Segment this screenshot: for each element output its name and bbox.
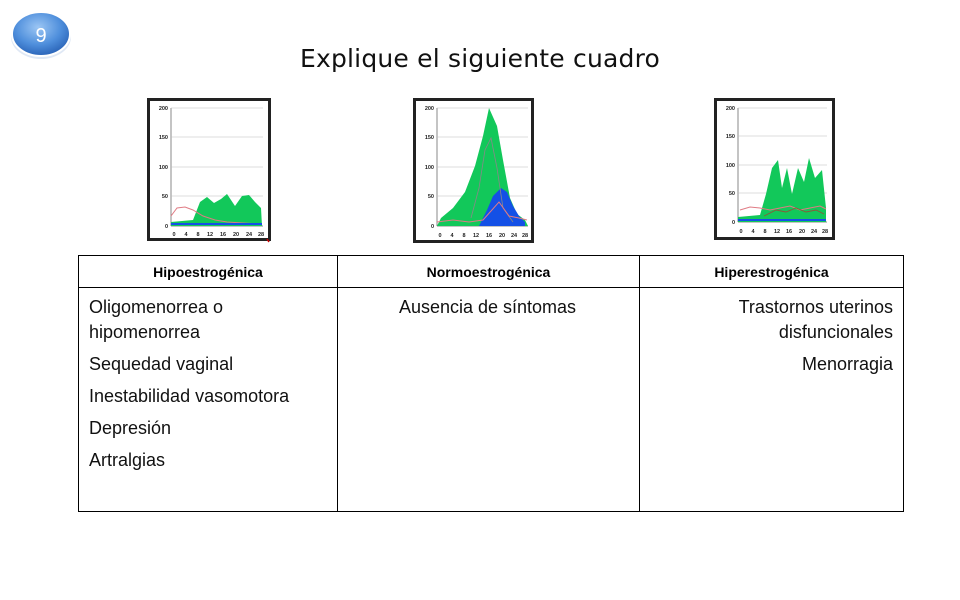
x-tick: 0 <box>172 232 175 238</box>
x-tick: 0 <box>438 233 441 239</box>
table-row: Oligomenorrea o hipomenorrea Sequedad va… <box>78 287 904 512</box>
x-tick: 4 <box>450 233 454 239</box>
y-tick: 50 <box>428 194 434 200</box>
x-tick: 8 <box>462 233 465 239</box>
y-tick: 0 <box>431 224 434 230</box>
x-tick: 12 <box>774 229 780 235</box>
y-tick: 100 <box>425 165 434 171</box>
cell-normoestrogenica: Ausencia de síntomas <box>337 287 640 512</box>
chart-normoestrogenica: 200 150 100 50 0 0 4 8 12 16 20 24 28 <box>413 98 535 246</box>
list-item: Ausencia de síntomas <box>398 297 577 317</box>
x-tick: 12 <box>207 232 213 238</box>
y-tick: 50 <box>729 191 735 197</box>
y-tick: 200 <box>425 106 434 112</box>
page-title: Explique el siguiente cuadro <box>299 44 661 73</box>
cell-hipoestrogenica: Oligomenorrea o hipomenorrea Sequedad va… <box>78 287 338 512</box>
x-tick: 4 <box>184 232 188 238</box>
x-tick: 20 <box>499 233 505 239</box>
list-item: Menorragia <box>801 354 893 374</box>
x-tick: 12 <box>473 233 479 239</box>
table-header-row: Hipoestrogénica Normoestrogénica Hiperes… <box>78 255 904 288</box>
x-tick: 24 <box>246 232 253 238</box>
x-tick: 28 <box>822 229 828 235</box>
x-tick: 8 <box>196 232 199 238</box>
x-tick: 16 <box>786 229 792 235</box>
list-item: Inestabilidad vasomotora <box>89 386 290 406</box>
chart-hipoestrogenica: 200 150 100 50 0 0 4 8 12 16 20 24 28 <box>147 98 273 244</box>
list-item: Depresión <box>89 418 172 438</box>
header-hiperestrogenica: Hiperestrogénica <box>639 255 904 288</box>
header-normoestrogenica: Normoestrogénica <box>337 255 640 288</box>
x-tick: 20 <box>799 229 805 235</box>
slide-number: 9 <box>35 25 46 47</box>
y-tick: 200 <box>726 106 735 112</box>
list-item: Artralgias <box>89 450 166 470</box>
x-tick: 0 <box>739 229 742 235</box>
y-tick: 150 <box>726 134 735 140</box>
list-item: Oligomenorrea o hipomenorrea <box>89 297 224 342</box>
list-item: Trastornos uterinos disfuncionales <box>738 297 893 342</box>
comparison-table: Hipoestrogénica Normoestrogénica Hiperes… <box>78 255 904 512</box>
y-tick: 200 <box>159 106 168 112</box>
cell-hiperestrogenica: Trastornos uterinos disfuncionales Menor… <box>639 287 904 512</box>
x-tick: 16 <box>220 232 226 238</box>
x-tick: 20 <box>233 232 239 238</box>
slide-number-badge: 9 <box>10 8 72 60</box>
x-tick: 28 <box>258 232 264 238</box>
x-tick: 4 <box>751 229 755 235</box>
y-tick: 150 <box>425 135 434 141</box>
y-tick: 0 <box>165 224 168 230</box>
y-tick: 150 <box>159 135 168 141</box>
x-tick: 24 <box>511 233 518 239</box>
y-tick: 100 <box>159 165 168 171</box>
x-tick: 24 <box>811 229 818 235</box>
x-tick: 8 <box>763 229 766 235</box>
header-hipoestrogenica: Hipoestrogénica <box>78 255 338 288</box>
y-tick: 0 <box>732 220 735 226</box>
x-tick: 16 <box>486 233 492 239</box>
y-tick: 100 <box>726 163 735 169</box>
x-tick: 28 <box>522 233 528 239</box>
list-item: Sequedad vaginal <box>89 354 234 374</box>
y-tick: 50 <box>162 194 168 200</box>
chart-hiperestrogenica: 200 150 100 50 0 0 4 8 12 16 20 24 28 <box>714 98 836 242</box>
